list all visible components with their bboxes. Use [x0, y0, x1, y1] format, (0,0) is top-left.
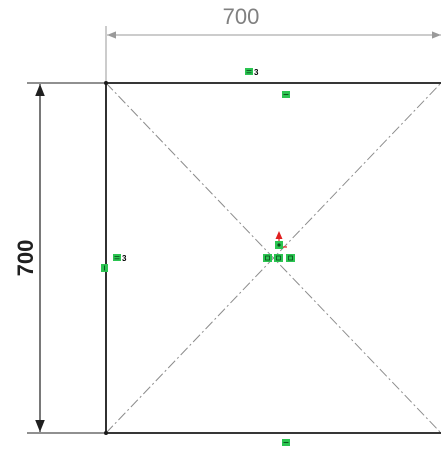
corner-point-top-left[interactable]: [104, 81, 108, 85]
equal-relation-icon: [113, 254, 121, 261]
midpoint-relation-icon-box: [288, 255, 293, 261]
equal-relation-left-label: 3: [122, 254, 127, 263]
construction-diagonal-2[interactable]: [105, 82, 441, 434]
vertical-dimension-value[interactable]: 700: [13, 240, 38, 277]
coincident-relation-icon-dot: [277, 243, 281, 247]
midpoint-relation-icon: [274, 254, 283, 262]
horizontal-relation-top[interactable]: [282, 91, 290, 98]
vertical-dimension[interactable]: 700: [13, 82, 106, 434]
equal-relation-left[interactable]: 3: [113, 254, 127, 263]
square-sketch[interactable]: [104, 81, 441, 435]
horizontal-relation-bottom[interactable]: [282, 439, 290, 446]
equal-relation-top-label: 3: [254, 68, 259, 77]
origin-icon: [275, 231, 283, 239]
midpoint-relation-icon-box: [265, 255, 270, 261]
horizontal-dimension-value[interactable]: 700: [223, 4, 260, 29]
equal-relation-top[interactable]: 3: [245, 68, 259, 77]
vertical-relation-left[interactable]: [101, 264, 108, 272]
midpoint-relation-icon: [263, 254, 272, 262]
midpoint-relation-icon-box: [276, 255, 281, 261]
horizontal-dimension[interactable]: 700: [105, 4, 441, 83]
construction-diagonals[interactable]: [105, 82, 441, 434]
corner-point-bottom-left[interactable]: [104, 431, 108, 435]
center-origin[interactable]: [263, 231, 295, 262]
equal-relation-icon: [245, 68, 253, 75]
midpoint-relation-icon: [286, 254, 295, 262]
